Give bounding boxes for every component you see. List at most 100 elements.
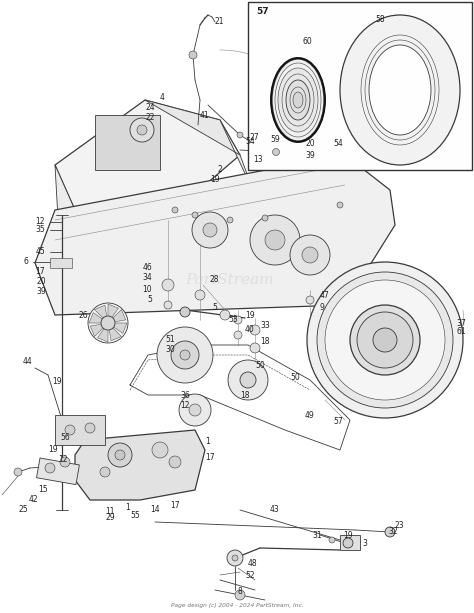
Text: 14: 14 [150,506,160,514]
Text: 19: 19 [343,530,353,539]
Text: 40: 40 [245,326,255,335]
Polygon shape [109,328,121,341]
Text: 13: 13 [253,156,263,164]
Text: 18: 18 [240,390,250,400]
Text: 19: 19 [245,311,255,321]
Text: 48: 48 [248,558,258,568]
Circle shape [180,350,190,360]
Text: 29: 29 [105,514,115,522]
Circle shape [14,468,22,476]
Ellipse shape [272,59,324,141]
Text: 21: 21 [215,18,225,26]
Circle shape [60,457,70,467]
Ellipse shape [286,80,310,120]
Text: 51: 51 [165,335,175,345]
Circle shape [273,148,280,156]
Text: 23: 23 [395,520,405,530]
Text: 18: 18 [260,338,270,346]
Circle shape [227,550,243,566]
Text: 9: 9 [320,303,325,313]
Circle shape [307,262,463,418]
Text: 55: 55 [130,511,140,519]
Circle shape [357,312,413,368]
Text: 27: 27 [250,134,260,142]
Circle shape [192,212,228,248]
Circle shape [157,327,213,383]
Bar [95,115,160,170]
Text: 26: 26 [78,311,88,319]
Circle shape [240,372,256,388]
Text: 42: 42 [28,495,38,504]
Polygon shape [55,165,170,265]
Circle shape [162,279,174,291]
Circle shape [250,215,300,265]
Ellipse shape [340,15,460,165]
Circle shape [137,125,147,135]
Text: 61: 61 [456,327,466,337]
Circle shape [164,301,172,309]
Circle shape [325,280,445,400]
Circle shape [337,202,343,208]
Circle shape [323,150,333,160]
Text: 17: 17 [205,454,215,462]
Text: 45: 45 [35,248,45,256]
Circle shape [85,423,95,433]
Text: 58: 58 [375,15,384,25]
Text: 34: 34 [142,273,152,283]
Text: 5: 5 [147,295,152,305]
Circle shape [189,51,197,59]
Circle shape [302,247,318,263]
Circle shape [329,537,335,543]
Text: 57: 57 [256,7,269,15]
Text: 12: 12 [36,218,45,226]
Circle shape [130,118,154,142]
Polygon shape [114,323,127,333]
Text: 12: 12 [180,400,190,409]
Text: 1: 1 [126,503,130,512]
Text: 15: 15 [38,485,48,495]
Text: 8: 8 [238,587,243,596]
Circle shape [88,303,128,343]
Text: Page design (c) 2004 - 2024 PartStream, Inc.: Page design (c) 2004 - 2024 PartStream, … [171,603,303,608]
Text: 24: 24 [146,104,155,113]
Text: 4: 4 [160,94,164,102]
Text: 30: 30 [165,346,175,354]
Circle shape [189,404,201,416]
Text: 17: 17 [170,500,180,509]
Circle shape [343,538,353,548]
Circle shape [169,456,181,468]
Circle shape [100,467,110,477]
Circle shape [262,215,268,221]
Text: 50: 50 [290,373,300,383]
Text: 10: 10 [142,286,152,294]
Text: 59: 59 [270,135,280,145]
Text: 20: 20 [305,139,315,148]
Text: 33: 33 [260,321,270,330]
Ellipse shape [293,92,303,108]
Circle shape [179,394,211,426]
Text: 19: 19 [48,446,58,454]
Circle shape [195,290,205,300]
Text: 32: 32 [388,528,398,536]
Circle shape [234,331,242,339]
Text: 20: 20 [36,278,46,286]
Text: 50: 50 [255,360,265,370]
Polygon shape [75,430,205,500]
Circle shape [228,360,268,400]
Circle shape [350,305,420,375]
Text: 37: 37 [456,319,466,327]
Circle shape [172,207,178,213]
Circle shape [373,328,397,352]
Text: 41: 41 [200,110,210,120]
Circle shape [265,230,285,250]
Text: 53: 53 [228,316,238,324]
Polygon shape [145,100,255,195]
Text: 39: 39 [305,151,315,159]
Text: 52: 52 [245,571,255,579]
Circle shape [232,555,238,561]
Circle shape [260,147,270,157]
Ellipse shape [278,68,318,132]
Text: 43: 43 [270,506,280,514]
Text: 46: 46 [142,264,152,273]
Circle shape [250,343,260,353]
